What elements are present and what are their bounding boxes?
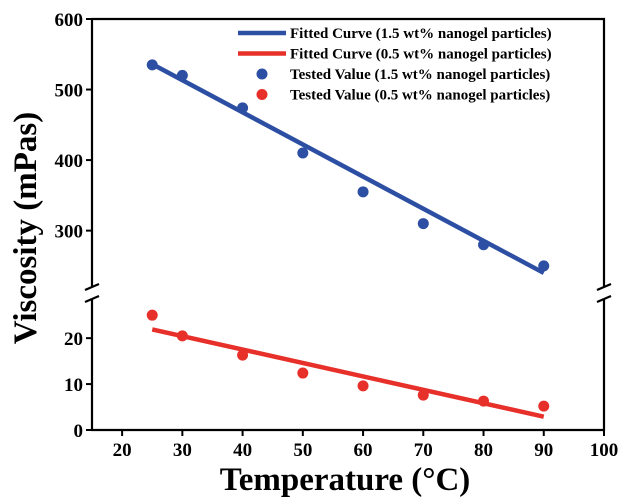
y-tick-label: 0 [74,421,84,442]
axes-layer [84,17,612,432]
tested-value-point [357,186,369,198]
y-axis-title: Viscosity (mPas) [8,112,44,344]
tested-value-point [538,260,550,272]
x-tick-label: 40 [233,440,252,461]
tested-value-point [297,367,309,379]
y-tick-label: 20 [64,329,83,350]
legend-label: Tested Value (1.5 wt% nanogel particles) [290,67,550,83]
data-layer [146,59,550,419]
axis-break-right-2 [596,294,612,304]
tested-value-point [237,102,249,114]
x-tick-label: 20 [113,440,132,461]
axis-break-right-1 [596,282,612,292]
tested-value-point [538,400,550,412]
axis-break-left-2 [84,294,100,304]
x-tick-label: 80 [474,440,493,461]
tested-value-point [297,147,309,159]
x-tick-label: 60 [354,440,373,461]
x-tick-label: 100 [590,440,619,461]
legend-label: Tested Value (0.5 wt% nanogel particles) [290,88,550,104]
tested-value-point [176,69,188,81]
y-tick-label: 300 [55,222,84,243]
legend-label: Fitted Curve (0.5 wt% nanogel particles) [290,47,552,63]
tested-value-point [417,218,429,230]
axis-break-left-1 [84,282,100,292]
legend-label: Fitted Curve (1.5 wt% nanogel particles) [290,26,552,42]
legend: Fitted Curve (1.5 wt% nanogel particles)… [238,26,552,104]
y-tick-label: 10 [64,375,83,396]
x-tick-label: 70 [414,440,433,461]
x-axis-title: Temperature (°C) [220,462,471,498]
tested-value-point [146,59,158,71]
tested-value-point [146,309,158,321]
plot-frame-upper [90,17,606,287]
y-tick-label: 500 [55,81,84,102]
legend-marker-swatch [256,89,268,100]
fitted-curve-line-0 [151,62,545,275]
y-tick-label: 400 [55,151,84,172]
tick-layer: 20 30 40 50 60 70 80 90 100 0 10 20 300 400 500 600 [55,10,619,461]
y-tick-label: 600 [55,10,84,31]
x-tick-label: 30 [173,440,192,461]
tested-value-point [357,380,369,392]
plot-frame-lower [90,299,606,432]
legend-marker-swatch [256,68,268,80]
tested-value-point [478,395,490,407]
tested-value-point [176,330,188,342]
tested-value-point [237,349,249,361]
tested-value-point [478,239,490,251]
tested-value-point [417,389,429,401]
x-tick-label: 90 [534,440,553,461]
x-tick-label: 50 [293,440,312,461]
